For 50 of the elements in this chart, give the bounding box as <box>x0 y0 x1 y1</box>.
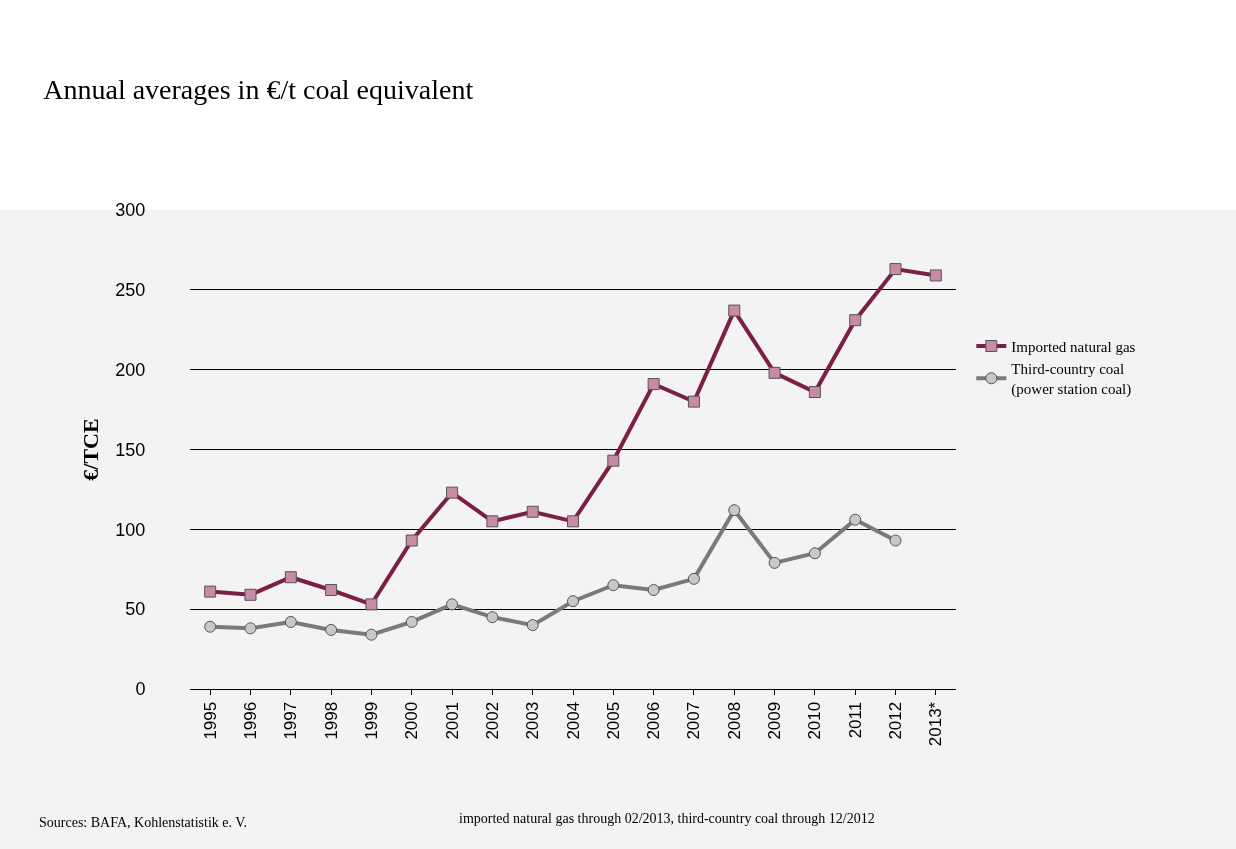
x-tick-label: 2000 <box>402 701 422 740</box>
y-tick-label: 100 <box>115 519 146 540</box>
x-tick-label: 2003 <box>523 701 543 740</box>
point <box>728 504 741 517</box>
y-tick-label: 50 <box>125 599 146 620</box>
x-tick-label: 2009 <box>765 701 785 740</box>
y-tick-label: 200 <box>115 359 146 380</box>
y-axis-title: €/TCE <box>78 418 104 481</box>
y-tick-label: 150 <box>115 439 146 460</box>
chart-title: Annual averages in €/t coal equivalent <box>43 73 474 105</box>
legend-label: Imported natural gas <box>1011 338 1136 355</box>
point <box>486 611 499 624</box>
point <box>446 598 459 611</box>
point <box>808 547 821 560</box>
x-tick-label: 2011 <box>845 701 865 739</box>
x-tick-label: 2002 <box>482 701 502 740</box>
point <box>567 595 579 608</box>
point <box>687 572 700 585</box>
x-tick-label: 2006 <box>644 701 664 740</box>
y-tick-label: 0 <box>135 679 146 700</box>
point <box>768 556 781 569</box>
x-tick-label: 1999 <box>361 701 381 740</box>
point <box>647 584 660 597</box>
point <box>365 628 378 641</box>
x-tick-label: 2001 <box>442 701 462 740</box>
x-tick-label: 2010 <box>805 701 825 740</box>
point <box>607 579 620 592</box>
x-tick-label: 2013* <box>926 701 946 747</box>
point <box>889 534 902 547</box>
x-tick-label: 1995 <box>200 701 220 740</box>
x-tick-label: 2005 <box>603 701 623 740</box>
point <box>244 622 257 635</box>
point <box>325 623 338 636</box>
point <box>284 615 297 628</box>
x-tick-label: 2007 <box>684 701 704 740</box>
x-tick-label: 2012 <box>886 701 906 740</box>
x-tick-label: 2004 <box>563 701 583 740</box>
y-tick-label: 250 <box>115 280 146 301</box>
y-tick-label: 300 <box>115 200 146 221</box>
x-tick-label: 1997 <box>281 701 301 740</box>
source-note: Sources: BAFA, Kohlenstatistik e. V. <box>39 815 248 830</box>
text: imported natural gas through 02/2013, third-country coal through 12/2012 <box>459 811 875 826</box>
x-tick-label: 1998 <box>321 701 341 740</box>
point <box>405 615 418 628</box>
x-tick-label: 1996 <box>240 701 260 740</box>
legend-label: Third-country coal (power station coal) <box>1011 361 1132 398</box>
point <box>526 619 539 632</box>
point <box>204 620 217 633</box>
x-tick-label: 2008 <box>724 701 744 740</box>
point <box>849 513 862 526</box>
